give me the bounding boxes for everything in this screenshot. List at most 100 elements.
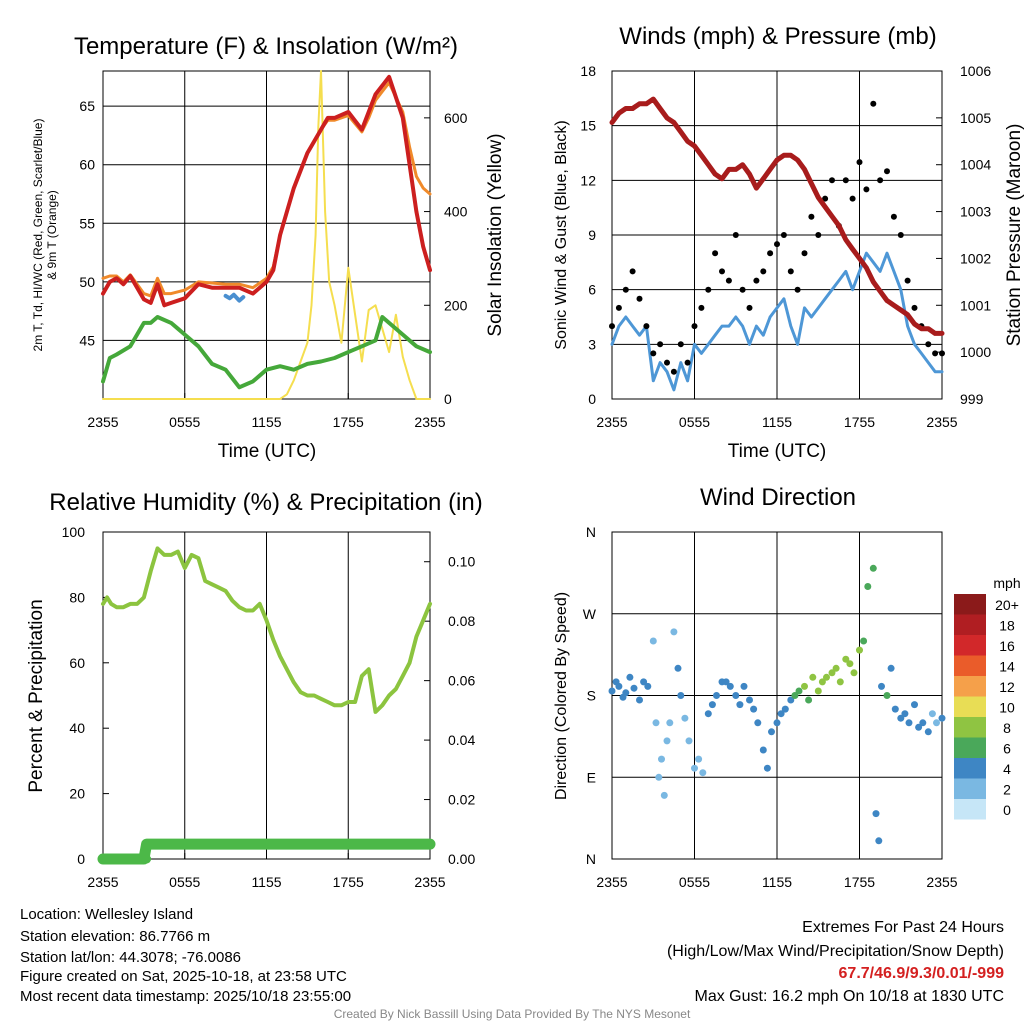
- temp-y2tick-label: 600: [444, 110, 468, 126]
- gust-point: [705, 286, 712, 293]
- direction-point: [636, 696, 643, 704]
- direction-point: [842, 655, 850, 663]
- wind-ytick-label: 6: [588, 282, 596, 298]
- gust-point: [863, 186, 870, 193]
- dir-chart-title: Wind Direction: [700, 484, 856, 511]
- latlon-text: Station lat/lon: 44.3078; -76.0086: [20, 949, 242, 966]
- gust-point: [670, 368, 677, 375]
- gust-point: [677, 341, 684, 348]
- dir-ytick-label: N: [586, 851, 596, 867]
- colorbar-label: 10: [999, 700, 1015, 716]
- direction-point: [663, 737, 671, 745]
- dewpoint-line: [101, 315, 432, 390]
- wind-ytick-label: 12: [580, 172, 596, 188]
- gust-point: [609, 323, 615, 330]
- direction-point: [773, 719, 781, 727]
- direction-point: [777, 710, 785, 718]
- direction-point: [666, 719, 674, 727]
- temp-2m-line: [101, 74, 432, 308]
- colorbar-swatch: [954, 778, 986, 799]
- temp-ylabel-line2: & 9m T (Orange): [45, 190, 59, 280]
- temp-panel-xtick-label: 0555: [169, 414, 200, 430]
- direction-point: [828, 669, 836, 677]
- extremes-subtitle: (High/Low/Max Wind/Precipitation/Snow De…: [666, 943, 1004, 960]
- direction-point: [869, 564, 877, 572]
- direction-point: [713, 692, 720, 699]
- insolation-line: [102, 70, 431, 400]
- wind-y2tick-label: 1003: [960, 204, 991, 220]
- direction-point: [722, 678, 730, 686]
- rh-ytick-label: 40: [69, 720, 85, 736]
- gust-point: [877, 177, 884, 184]
- created-text: Figure created on Sat, 2025-10-18, at 23…: [20, 968, 347, 985]
- direction-point: [746, 696, 753, 704]
- direction-point: [649, 637, 657, 645]
- direction-point: [787, 696, 795, 704]
- direction-point: [897, 714, 905, 722]
- rh-y2tick-label: 0.08: [448, 613, 475, 629]
- temp-y2tick-label: 200: [444, 297, 468, 313]
- direction-point: [938, 714, 946, 722]
- rh-panel-xtick-label: 1155: [251, 874, 281, 890]
- direction-point: [685, 737, 693, 745]
- gust-point: [643, 323, 650, 330]
- dir-panel-xtick-label: 2355: [926, 874, 957, 890]
- direction-point: [887, 664, 895, 672]
- precip-line: [97, 838, 436, 865]
- temp-panel-xtick-label: 1155: [251, 414, 281, 430]
- dir-ytick-label: S: [587, 688, 596, 704]
- colorbar-label: 6: [1003, 741, 1011, 757]
- colorbar-swatch: [954, 655, 986, 676]
- rh-ytick-label: 100: [62, 524, 86, 540]
- colorbar-swatch: [954, 635, 986, 656]
- wind-ylabel: Sonic Wind & Gust (Blue, Black): [553, 120, 570, 349]
- wind-panel-xtick-label: 1755: [844, 414, 875, 430]
- wind-panel-xtick-label: 1155: [762, 414, 792, 430]
- rh-ylabel: Percent & Precipitation: [26, 599, 47, 792]
- location-text: Location: Wellesley Island: [20, 906, 194, 923]
- colorbar-label: 12: [999, 679, 1015, 695]
- colorbar-title: mph: [993, 575, 1020, 591]
- colorbar-swatch: [954, 614, 986, 635]
- gust-point: [753, 277, 760, 284]
- direction-point: [901, 710, 909, 718]
- colorbar-swatch: [954, 799, 986, 820]
- gust-point: [925, 341, 932, 348]
- temp-chart-title: Temperature (F) & Insolation (W/m²): [74, 33, 458, 60]
- gust-point: [760, 268, 767, 275]
- gust-point: [767, 250, 774, 257]
- gust-point: [870, 100, 877, 107]
- recent-data-text: Most recent data timestamp: 2025/10/18 2…: [20, 988, 352, 1005]
- direction-point: [695, 755, 703, 763]
- dir-ytick-label: E: [587, 769, 596, 785]
- gust-point: [787, 268, 794, 275]
- rh-y2tick-label: 0.04: [448, 732, 475, 748]
- rh-chart-title: Relative Humidity (%) & Precipitation (i…: [49, 489, 482, 516]
- dir-panel-xtick-label: 2355: [596, 874, 627, 890]
- direction-point: [805, 696, 813, 704]
- dir-panel-xtick-label: 1755: [844, 874, 875, 890]
- rh-y2tick-label: 0.06: [448, 673, 475, 689]
- dir-ylabel: Direction (Colored By Speed): [553, 592, 570, 800]
- rh-panel-xtick-label: 2355: [87, 874, 118, 890]
- wind-ytick-label: 9: [588, 227, 596, 243]
- gust-point: [780, 232, 787, 238]
- gust-point: [939, 350, 945, 357]
- colorbar-label: 2: [1003, 782, 1011, 798]
- colorbar-label: 14: [999, 659, 1015, 675]
- direction-point: [878, 682, 885, 690]
- direction-point: [726, 682, 734, 690]
- direction-point: [933, 719, 940, 727]
- direction-point: [924, 728, 932, 736]
- direction-point: [674, 664, 682, 672]
- rh-y2tick-label: 0.10: [448, 554, 475, 570]
- direction-point: [915, 723, 923, 731]
- gust-point: [774, 241, 780, 248]
- direction-point: [736, 701, 744, 709]
- direction-point: [652, 719, 660, 727]
- dir-ytick-label: N: [586, 524, 596, 540]
- direction-point: [818, 678, 826, 686]
- temp-panel-xtick-label: 2355: [87, 414, 118, 430]
- direction-point: [681, 714, 689, 722]
